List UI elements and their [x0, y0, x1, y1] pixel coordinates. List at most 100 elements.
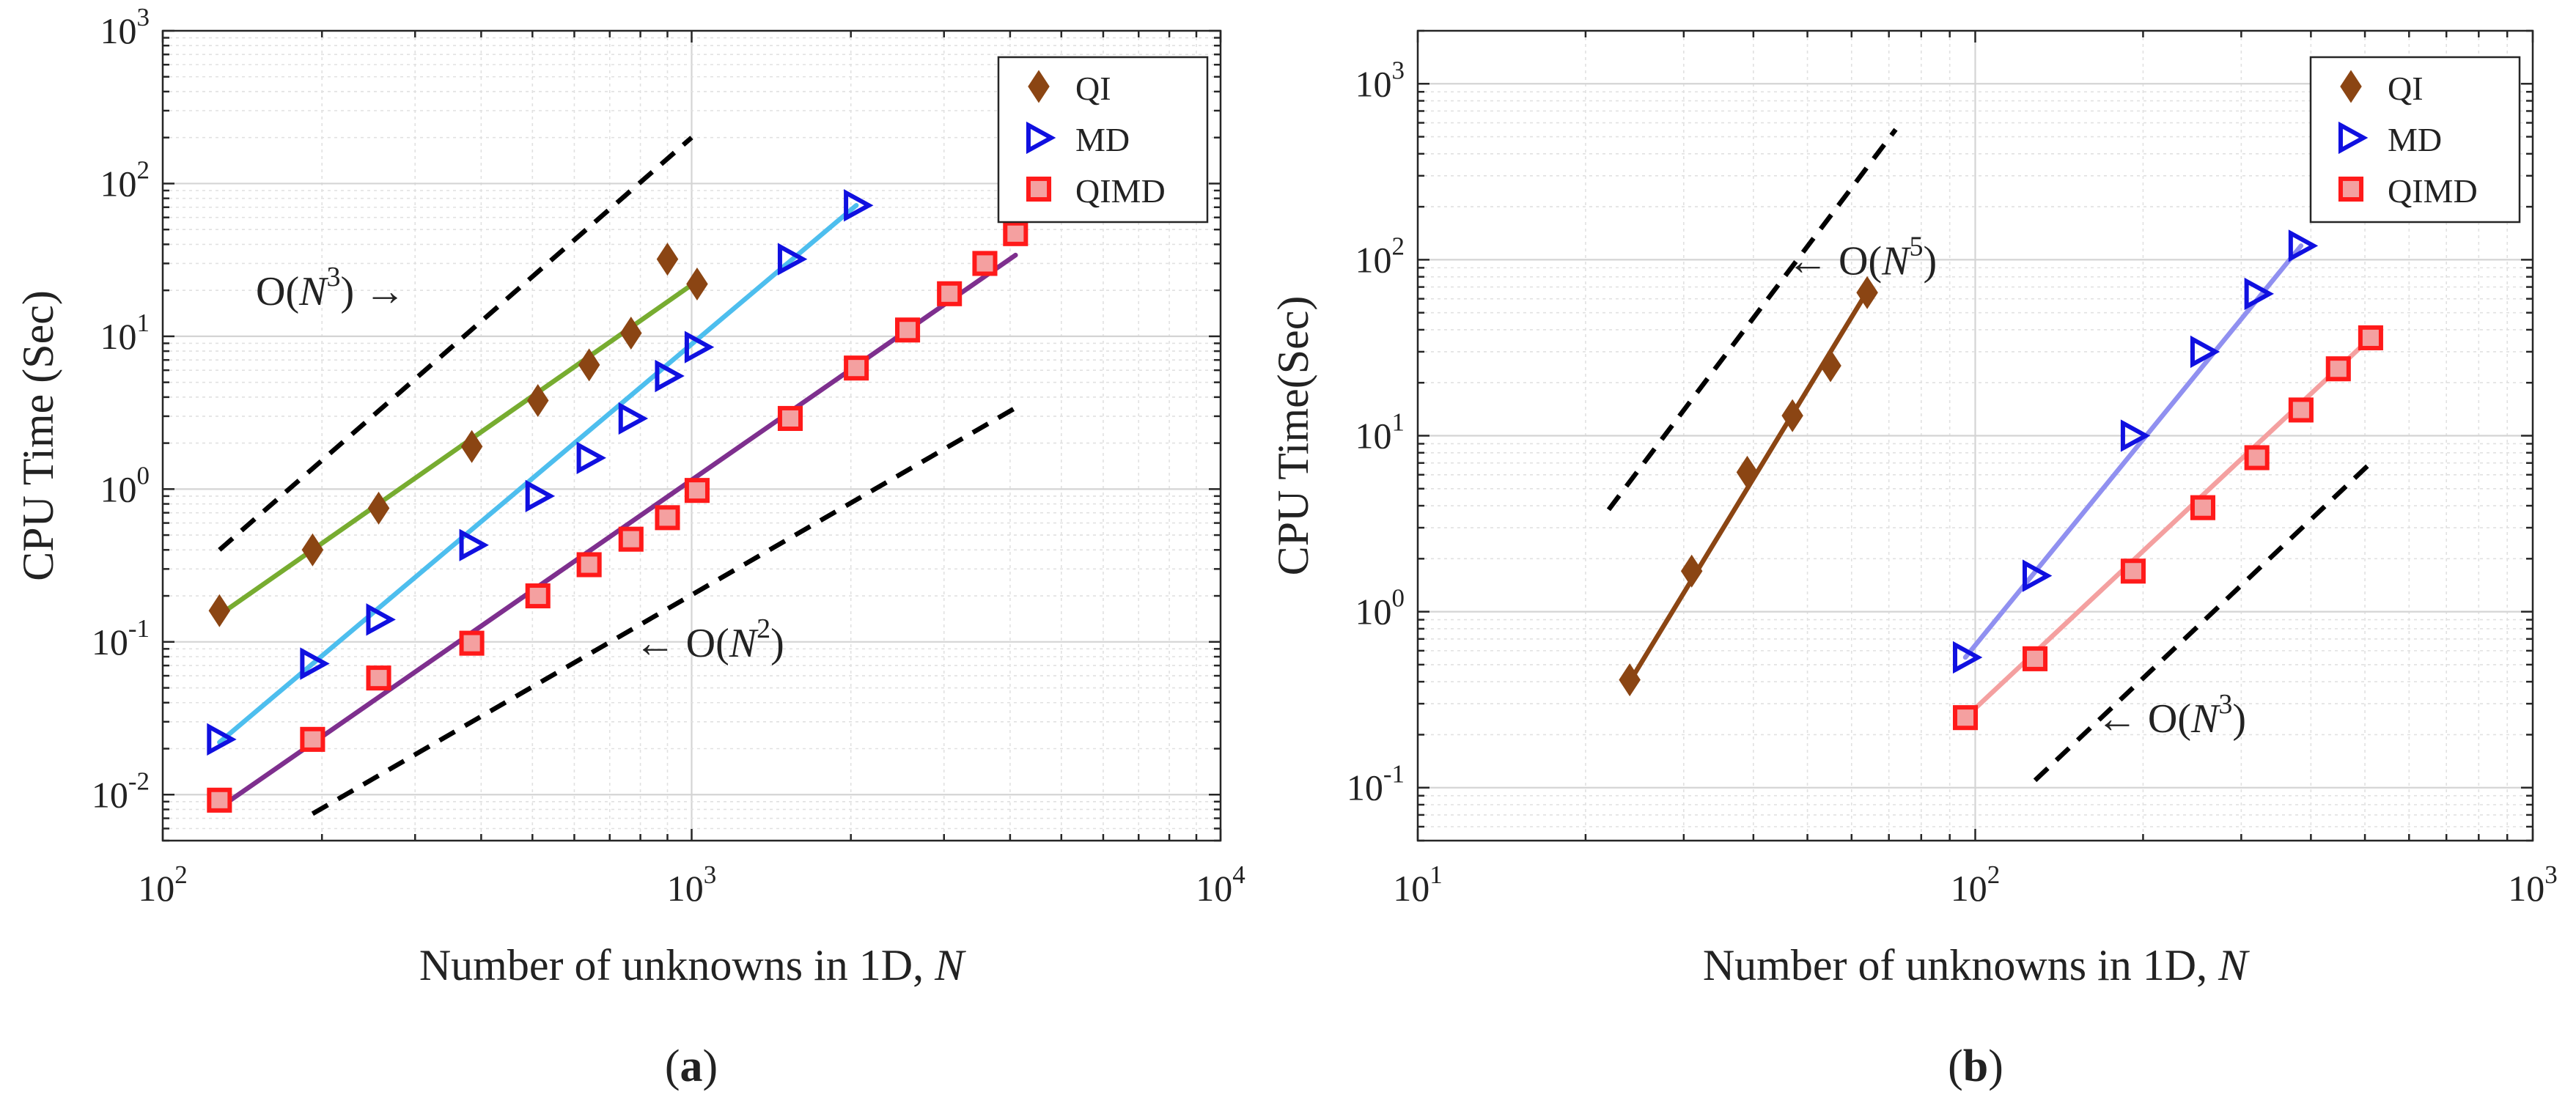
data-point-qi: [1680, 554, 1703, 588]
legend-label-qimd: QIMD: [1075, 172, 1166, 210]
y-tick-label: 10-2: [92, 767, 150, 815]
reference-slope-line: [2033, 461, 2373, 783]
data-point-md: [777, 243, 808, 276]
data-point-qi: [526, 383, 549, 417]
legend-marker-md: [2338, 121, 2369, 155]
ticks: [161, 29, 1222, 842]
data-point-qi: [656, 243, 679, 276]
data-point-md: [1952, 641, 1983, 674]
slope-annotation: ← O(N5): [1787, 231, 1937, 284]
legend-marker-qi: [2340, 70, 2362, 103]
y-axis-label: CPU Time (Sec): [14, 290, 62, 581]
y-tick-label: 101: [100, 309, 150, 357]
legend-marker-md: [1026, 121, 1056, 155]
x-axis-label: Number of unknowns in 1D, N: [419, 941, 966, 989]
data-point-qimd: [972, 251, 998, 276]
data-point-qimd: [207, 787, 232, 813]
data-point-md: [300, 647, 330, 680]
data-point-md: [684, 331, 715, 364]
data-point-qimd: [576, 552, 602, 578]
fit-lines: [217, 202, 1018, 811]
data-point-qimd: [777, 405, 803, 432]
data-point-md: [655, 359, 685, 393]
data-point-md: [2022, 559, 2053, 592]
legend-label-qimd: QIMD: [2388, 172, 2478, 210]
legend-label-qi: QI: [1075, 70, 1111, 107]
reference-lines: [218, 136, 1017, 816]
legend-label-qi: QI: [2388, 70, 2424, 107]
fit-line-md: [217, 202, 859, 745]
data-point-qimd: [2288, 397, 2314, 423]
data-point-qimd: [655, 505, 680, 531]
data-point-md: [2244, 277, 2274, 311]
fit-line-qi: [217, 278, 700, 618]
x-tick-label: 104: [1196, 860, 1245, 909]
data-point-md: [2288, 229, 2319, 262]
data-point-qi: [620, 316, 642, 350]
data-point-qi: [1856, 276, 1878, 309]
y-tick-label: 103: [1355, 56, 1405, 104]
data-point-qi: [1736, 455, 1759, 489]
fit-line-qimd: [217, 252, 1018, 811]
data-point-qimd: [1952, 705, 1979, 731]
legend-label-md: MD: [1075, 121, 1130, 158]
data-point-qimd: [2120, 558, 2146, 584]
x-tick-label: 102: [1951, 860, 2001, 909]
y-tick-label: 10-1: [1347, 760, 1405, 808]
data-point-md: [459, 528, 489, 561]
data-point-md: [2120, 419, 2151, 452]
y-tick-label: 101: [1355, 408, 1405, 457]
data-point-qimd: [684, 478, 710, 503]
panel-caption: (b): [1948, 1041, 2003, 1091]
y-tick-label: 100: [100, 461, 150, 509]
data-point-md: [844, 189, 874, 222]
data-points: [1619, 229, 2383, 731]
legend-marker-qi: [1028, 70, 1050, 103]
data-point-qimd: [618, 526, 644, 552]
data-point-md: [525, 479, 556, 513]
y-tick-label: 102: [1355, 232, 1405, 280]
data-point-qi: [208, 594, 231, 627]
grid: [1418, 31, 2533, 841]
data-point-qi: [301, 533, 324, 567]
slope-annotation: ← O(N2): [635, 613, 784, 666]
data-point-qimd: [2244, 445, 2270, 471]
data-point-md: [618, 402, 649, 435]
data-point-qimd: [895, 317, 921, 343]
ticks: [1416, 29, 2534, 842]
data-points: [207, 189, 1028, 813]
legend-label-md: MD: [2388, 121, 2442, 158]
y-tick-label: 100: [1355, 584, 1405, 632]
legend-marker-qimd: [2338, 176, 2364, 202]
data-point-md: [207, 723, 237, 756]
data-point-md: [366, 603, 396, 636]
data-point-qimd: [300, 726, 325, 752]
panel-a: 102 103 104 10-2 10-1 100 101 102 103 Number of u…: [14, 3, 1245, 1091]
data-point-md: [576, 441, 606, 474]
data-point-qi: [686, 268, 708, 301]
data-point-qi: [460, 429, 483, 463]
data-point-qi: [1619, 663, 1641, 697]
panel-caption: (a): [665, 1041, 718, 1091]
data-point-qi: [1819, 349, 1841, 383]
reference-slope-line: [311, 405, 1017, 816]
data-point-qimd: [937, 281, 963, 306]
data-point-qimd: [2022, 646, 2048, 671]
slope-annotation: O(N3) →: [256, 262, 405, 314]
data-point-qi: [1781, 399, 1803, 432]
data-point-qimd: [2190, 495, 2216, 520]
data-point-qimd: [844, 355, 869, 381]
legend-marker-qimd: [1026, 176, 1052, 202]
fit-line-md: [1962, 243, 2304, 660]
data-point-qimd: [459, 630, 485, 656]
panel-b: 101 102 103 10-1 100 101 102 103 Number of unkno…: [1269, 29, 2558, 1091]
data-point-qi: [367, 491, 390, 525]
data-point-qi: [578, 348, 600, 382]
y-tick-label: 102: [100, 155, 150, 204]
data-point-qimd: [2358, 325, 2383, 350]
reference-slope-line: [1606, 128, 1898, 512]
data-point-qimd: [2325, 356, 2351, 382]
